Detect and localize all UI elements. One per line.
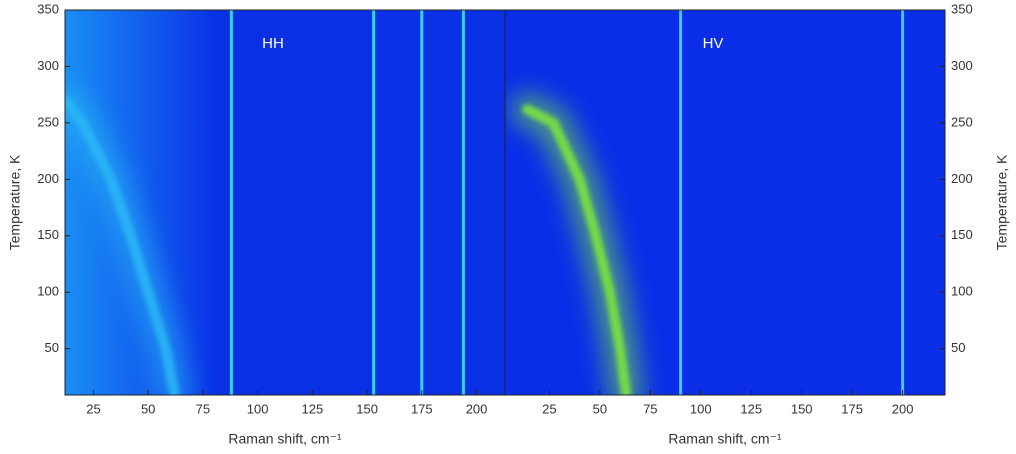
y-tick-label: 50: [951, 340, 965, 355]
y-axis-label: Temperature, K: [7, 154, 23, 250]
soft-mode: [65, 95, 180, 395]
y-tick-label: 100: [37, 284, 59, 299]
x-tick-label: 75: [643, 401, 657, 416]
y-tick-label: 350: [951, 1, 973, 16]
y-tick-label: 350: [37, 1, 59, 16]
x-tick-label: 150: [356, 401, 378, 416]
x-tick-label: 125: [740, 401, 762, 416]
y-tick-label: 50: [45, 340, 59, 355]
y-tick-label: 150: [951, 227, 973, 242]
y-tick-label: 300: [951, 58, 973, 73]
panel-frame: [504, 9, 946, 396]
x-tick-label: 175: [411, 401, 433, 416]
soft-mode: [522, 104, 632, 395]
x-tick-label: 25: [542, 401, 556, 416]
x-tick-label: 100: [690, 401, 712, 416]
x-tick-label: 25: [86, 401, 100, 416]
heatmap-panel: [65, 10, 505, 395]
y-axis-label: Temperature, K: [994, 154, 1010, 250]
y-tick-label: 250: [37, 114, 59, 129]
x-axis-label: Raman shift, cm⁻¹: [668, 431, 782, 447]
x-tick-label: 75: [196, 401, 210, 416]
x-tick-label: 50: [141, 401, 155, 416]
x-tick-label: 175: [841, 401, 863, 416]
heatmap-background: [65, 10, 505, 395]
y-tick-label: 300: [37, 58, 59, 73]
y-tick-label: 100: [951, 284, 973, 299]
y-tick-label: 250: [951, 114, 973, 129]
x-tick-label: 50: [593, 401, 607, 416]
heatmap-panel: [505, 10, 945, 395]
x-tick-label: 100: [247, 401, 269, 416]
y-tick-label: 150: [37, 227, 59, 242]
x-tick-label: 125: [302, 401, 324, 416]
x-tick-label: 150: [791, 401, 813, 416]
x-tick-label: 200: [892, 401, 914, 416]
y-tick-label: 200: [951, 171, 973, 186]
panel-title: HH: [262, 35, 284, 52]
y-tick-label: 200: [37, 171, 59, 186]
x-axis-label: Raman shift, cm⁻¹: [228, 431, 342, 447]
x-tick-label: 200: [466, 401, 488, 416]
panel-title: HV: [703, 35, 724, 52]
